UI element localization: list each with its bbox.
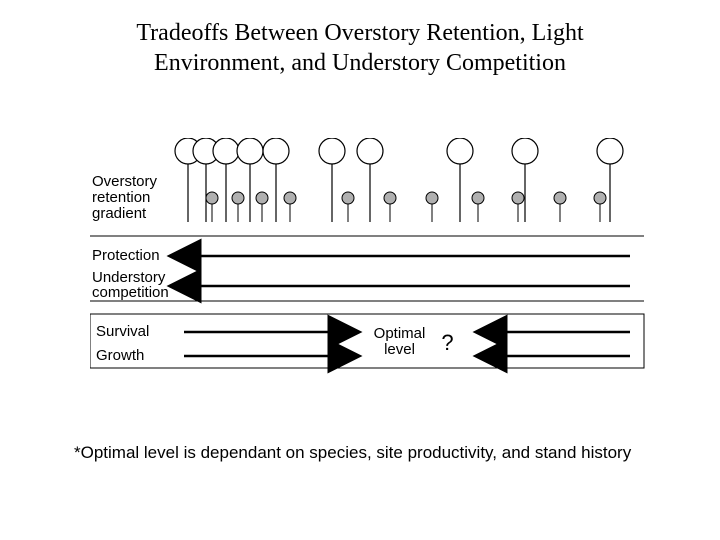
svg-text:Protection: Protection <box>92 247 160 264</box>
svg-text:Optimal: Optimal <box>374 325 426 342</box>
svg-text:competition: competition <box>92 284 169 301</box>
svg-text:Growth: Growth <box>96 347 144 364</box>
title-line-2: Environment, and Understory Competition <box>154 50 566 76</box>
svg-text:retention: retention <box>92 189 150 206</box>
svg-text:Overstory: Overstory <box>92 173 158 190</box>
svg-text:Survival: Survival <box>96 323 149 340</box>
diagram-svg: OverstoryretentiongradientProtectionUnde… <box>90 138 650 378</box>
title-line-1: Tradeoffs Between Overstory Retention, L… <box>136 20 583 46</box>
svg-text:level: level <box>384 341 415 358</box>
tradeoff-diagram: OverstoryretentiongradientProtectionUnde… <box>90 138 650 378</box>
svg-text:?: ? <box>441 330 453 355</box>
footnote-text: *Optimal level is dependant on species, … <box>74 442 634 463</box>
page-title: Tradeoffs Between Overstory Retention, L… <box>0 18 720 78</box>
svg-text:gradient: gradient <box>92 205 147 222</box>
